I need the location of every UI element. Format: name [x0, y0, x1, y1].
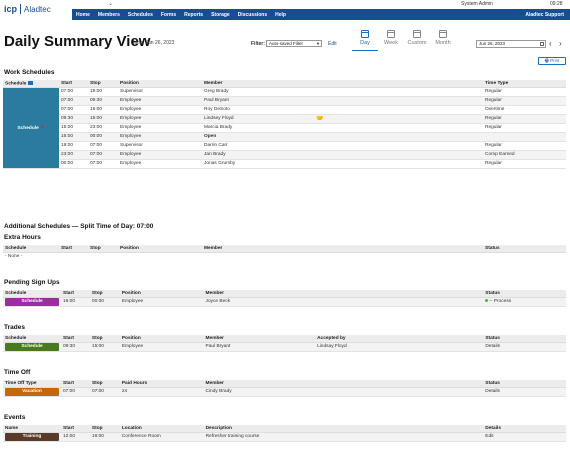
table-row[interactable]: 19:00 07:00 Supervisor Darrin Carr Regul…	[3, 141, 566, 151]
calendar-icon[interactable]	[540, 42, 544, 46]
additional-schedules-title: Additional Schedules — Split Time of Day…	[4, 223, 154, 230]
time-off-table: Time Off Type Start Stop Paid Hours Memb…	[3, 380, 566, 397]
trades-title: Trades	[4, 324, 25, 331]
table-row[interactable]: Schedule 09:30 15:00 Employee Paul Bryan…	[3, 342, 566, 352]
user-name[interactable]: System Admin	[461, 1, 493, 7]
support-link[interactable]: Aladtec Support	[525, 11, 564, 18]
mail-icon[interactable]	[28, 80, 34, 85]
schedule-chip[interactable]: Schedule	[5, 342, 59, 351]
table-row[interactable]: 23:00 07:00 Employee Jan Brady Comp Earn…	[3, 150, 566, 160]
pending-signups-title: Pending Sign Ups	[4, 279, 60, 286]
schedule-chip[interactable]: Schedule	[5, 297, 59, 306]
table-row[interactable]: Vacation 07:00 07:00 24 Cindy Brady Deta…	[3, 387, 566, 397]
details-link[interactable]: Details	[483, 387, 566, 397]
nav-schedules[interactable]: Schedules	[127, 11, 153, 18]
logo-icp: icp	[4, 4, 18, 14]
nav-storage[interactable]: Storage	[211, 11, 230, 18]
events-table: Name Start Stop Location Description Det…	[3, 425, 566, 442]
col-note	[314, 80, 483, 88]
edit-event-link[interactable]: Edit	[483, 432, 566, 442]
time-off-title: Time Off	[4, 369, 31, 376]
empty-row: - None -	[5, 254, 23, 260]
view-day-label: Day	[360, 40, 370, 46]
pending-signups-table: Schedule Start Stop Position Member Stat…	[3, 290, 566, 307]
table-row[interactable]: 09:30 15:00 Employee Lindsey Floyd 🤝 Reg…	[3, 114, 566, 124]
details-link[interactable]: Details	[483, 342, 566, 352]
logo-brand: Aladtec	[24, 4, 51, 14]
trades-table: Schedule Start Stop Position Member Acce…	[3, 335, 566, 352]
filter-label: Filter:	[251, 41, 265, 47]
events-title: Events	[4, 414, 26, 421]
calendar-week-icon	[387, 30, 395, 38]
chevron-down-icon: ▼	[316, 41, 320, 46]
next-day-button[interactable]: ›	[559, 39, 562, 48]
table-row[interactable]: Training 12:00 16:00 Conference Room Ref…	[3, 432, 566, 442]
view-custom[interactable]: Custom	[404, 29, 430, 51]
logo[interactable]: icp Aladtec	[4, 4, 51, 14]
view-day[interactable]: Day	[352, 29, 378, 51]
table-row[interactable]: Schedule 16:00 00:00 Employee Joyce Beck…	[3, 297, 566, 307]
filter-value: Auto-saved Filter	[269, 41, 304, 46]
extra-hours-title: Extra Hours	[4, 234, 41, 241]
calendar-month-icon	[439, 30, 447, 38]
table-row[interactable]: 15:00 23:00 Employee Marcia Brady Regula…	[3, 123, 566, 133]
nav-forms[interactable]: Forms	[160, 11, 177, 18]
schedule-block[interactable]: Schedule ⚑	[3, 87, 59, 169]
prev-day-button[interactable]: ‹	[549, 39, 552, 48]
view-week[interactable]: Week	[378, 29, 404, 51]
nav-members[interactable]: Members	[97, 11, 120, 18]
col-schedule[interactable]: Schedule	[3, 80, 59, 88]
top-bar: icp Aladtec ⌄ System Admin 09:28 Home Me…	[0, 0, 570, 21]
col-member: Member	[202, 80, 314, 88]
col-time-type: Time Type	[483, 80, 566, 88]
table-row[interactable]: Schedule ⚑ 07:00 19:00 Supervisor Greg B…	[3, 87, 566, 169]
nav-home[interactable]: Home	[76, 11, 90, 18]
col-stop: Stop	[88, 80, 118, 88]
view-month-label: Month	[435, 40, 451, 46]
table-row[interactable]: 16:00 00:00 Employee Open	[3, 132, 566, 142]
view-week-label: Week	[384, 40, 398, 46]
print-label: Print	[550, 58, 560, 63]
work-schedules-table: Schedule Start Stop Position Member Time…	[3, 80, 566, 169]
view-switcher: Day Week Custom Month	[352, 29, 456, 51]
date-input[interactable]: Jun 26, 2023	[476, 40, 546, 48]
view-custom-label: Custom	[407, 40, 427, 46]
filter-edit-link[interactable]: Edit	[328, 41, 337, 47]
clock: 09:28	[550, 1, 563, 7]
flag-icon: ⚑	[40, 124, 45, 131]
date-input-value: Jun 26, 2023	[479, 41, 506, 46]
col-position: Position	[118, 80, 202, 88]
nav-help[interactable]: Help	[275, 11, 286, 18]
calendar-custom-icon	[413, 30, 421, 38]
table-row[interactable]: 07:00 09:30 Employee Paul Bryant Regular	[3, 96, 566, 106]
extra-hours-table: Schedule Start Stop Position Member Stat…	[3, 245, 566, 261]
print-button[interactable]: 🖶 Print	[538, 57, 566, 65]
table-row[interactable]: 07:00 16:00 Employee Roy DeSoto Overtime	[3, 105, 566, 115]
page-date: Mon, Jun 26, 2023	[133, 40, 175, 46]
logo-divider	[20, 4, 22, 14]
training-chip[interactable]: Training	[5, 432, 59, 441]
filter-select[interactable]: Auto-saved Filter ▼	[266, 40, 322, 47]
open-shift[interactable]: Open	[202, 132, 314, 142]
view-month[interactable]: Month	[430, 29, 456, 51]
nav-reports[interactable]: Reports	[184, 11, 204, 18]
handshake-icon[interactable]: 🤝	[316, 116, 324, 122]
chevron-down-icon[interactable]: ⌄	[108, 1, 114, 7]
process-status[interactable]: -- Process	[483, 297, 566, 307]
page-title: Daily Summary View	[4, 33, 151, 50]
vacation-chip[interactable]: Vacation	[5, 387, 59, 396]
col-start: Start	[59, 80, 88, 88]
status-dot-icon	[485, 299, 489, 303]
calendar-day-icon	[361, 30, 369, 38]
main-nav: Home Members Schedules Forms Reports Sto…	[72, 9, 570, 20]
work-schedules-title: Work Schedules	[4, 69, 55, 76]
nav-discussions[interactable]: Discussions	[237, 11, 268, 18]
table-row[interactable]: 00:00 07:00 Employee Jonas Grumby Regula…	[3, 159, 566, 169]
